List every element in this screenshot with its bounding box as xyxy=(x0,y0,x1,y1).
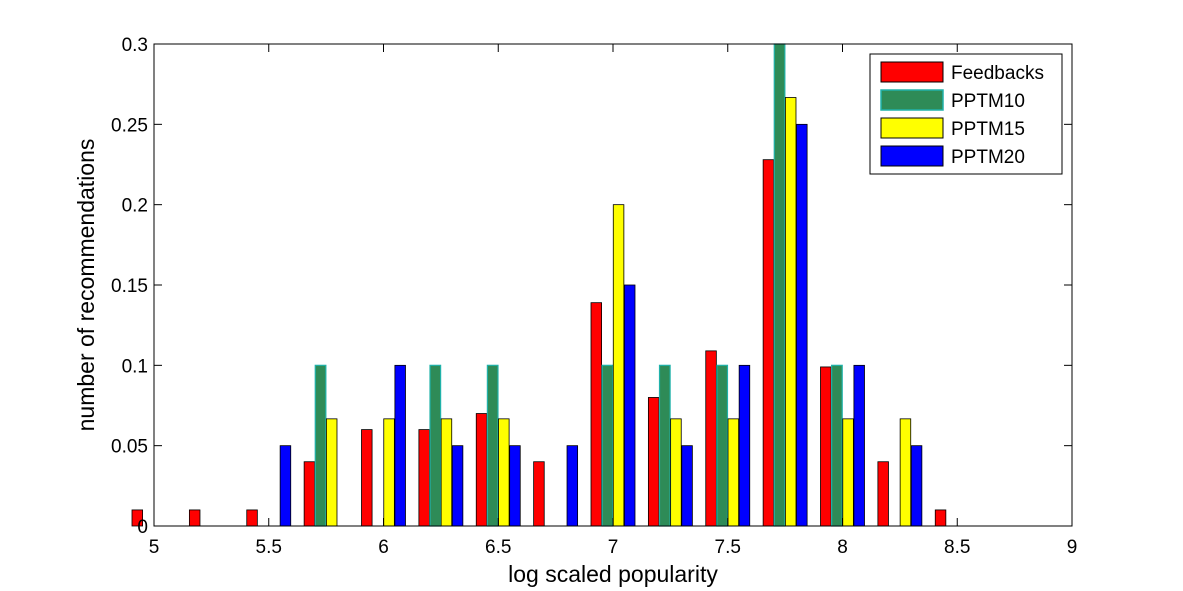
bar-pptm10-9 xyxy=(658,364,671,527)
bar-pptm20-5 xyxy=(451,445,464,527)
bar-pptm15-9 xyxy=(670,418,682,527)
bar-feedbacks-9 xyxy=(647,397,660,527)
bar-feedbacks-5 xyxy=(418,429,430,527)
bar-pptm20-12 xyxy=(853,364,865,527)
y-tick-label: 0 xyxy=(137,517,148,538)
x-tick-label: 7.5 xyxy=(715,537,741,558)
bar-groups xyxy=(131,43,947,527)
x-tick-label: 6.5 xyxy=(485,537,511,558)
bar-pptm15-4 xyxy=(383,418,395,527)
bar-feedbacks-4 xyxy=(361,429,373,527)
bar-feedbacks-1 xyxy=(188,509,201,527)
bar-pptm20-9 xyxy=(681,445,693,527)
bar-pptm15-8 xyxy=(612,204,625,527)
bar-pptm10-5 xyxy=(429,364,442,527)
legend-label-pptm10: PPTM10 xyxy=(951,91,1025,112)
bar-pptm15-12 xyxy=(842,418,854,527)
bar-feedbacks-14 xyxy=(934,509,947,527)
bar-feedbacks-7 xyxy=(533,461,545,527)
bar-pptm10-3 xyxy=(314,364,327,527)
axis-ticks: 5 5.5 6 6.5 7 7.5 8 8.5 9 0 0.05 0.1 0.15 0.2 0.25 0.3 xyxy=(111,35,1077,558)
bar-pptm10-6 xyxy=(486,364,499,527)
bar-pptm20-10 xyxy=(738,364,751,527)
bar-pptm20-11 xyxy=(796,123,808,527)
bar-pptm15-13 xyxy=(899,418,912,527)
legend-swatch-pptm20 xyxy=(880,145,944,167)
bar-pptm20-2 xyxy=(279,445,292,527)
bar-feedbacks-2 xyxy=(246,509,258,527)
bar-pptm15-10 xyxy=(727,418,740,527)
bar-pptm15-3 xyxy=(325,418,338,527)
legend-label-pptm15: PPTM15 xyxy=(951,119,1025,140)
bar-pptm10-12 xyxy=(831,364,843,527)
bar-feedbacks-6 xyxy=(475,413,488,527)
x-tick-label: 8.5 xyxy=(944,537,970,558)
y-tick-label: 0.2 xyxy=(122,196,148,217)
x-tick-label: 9 xyxy=(1067,537,1078,558)
x-tick-label: 5 xyxy=(149,537,160,558)
bar-feedbacks-13 xyxy=(877,461,889,527)
bar-pptm10-8 xyxy=(601,364,614,527)
legend-label-pptm20: PPTM20 xyxy=(951,147,1025,168)
bar-pptm20-7 xyxy=(566,445,579,527)
bar-feedbacks-8 xyxy=(590,302,603,527)
bar-feedbacks-10 xyxy=(705,350,717,527)
y-tick-label: 0.3 xyxy=(122,35,148,56)
bar-pptm20-4 xyxy=(394,364,406,527)
legend-label-feedbacks: Feedbacks xyxy=(951,63,1044,84)
bar-feedbacks-12 xyxy=(820,366,832,527)
legend-swatch-feedbacks xyxy=(880,61,944,83)
bar-pptm10-11 xyxy=(773,43,786,527)
x-tick-label: 7 xyxy=(608,537,619,558)
bar-pptm15-11 xyxy=(784,97,797,527)
y-tick-label: 0.05 xyxy=(111,437,148,458)
bar-pptm20-6 xyxy=(509,445,521,527)
bar-feedbacks-0 xyxy=(131,509,144,527)
legend-swatch-pptm10 xyxy=(880,89,944,111)
bar-pptm10-10 xyxy=(716,364,729,527)
bar-feedbacks-11 xyxy=(762,159,775,527)
y-tick-label: 0.25 xyxy=(111,115,148,136)
legend: Feedbacks PPTM10 PPTM15 PPTM20 xyxy=(869,53,1063,175)
y-tick-label: 0.1 xyxy=(122,356,148,377)
x-tick-label: 6 xyxy=(378,537,389,558)
legend-swatch-pptm15 xyxy=(880,117,944,139)
bar-pptm20-8 xyxy=(624,284,636,527)
bar-pptm15-6 xyxy=(498,418,510,527)
x-axis-label: log scaled popularity xyxy=(508,561,718,587)
x-tick-label: 8 xyxy=(837,537,848,558)
x-tick-label: 5.5 xyxy=(256,537,282,558)
bar-feedbacks-3 xyxy=(303,461,316,527)
bar-pptm15-5 xyxy=(440,418,453,527)
y-tick-label: 0.15 xyxy=(111,276,148,297)
bar-pptm20-13 xyxy=(910,445,923,527)
y-axis-label: number of recommendations xyxy=(73,139,99,432)
